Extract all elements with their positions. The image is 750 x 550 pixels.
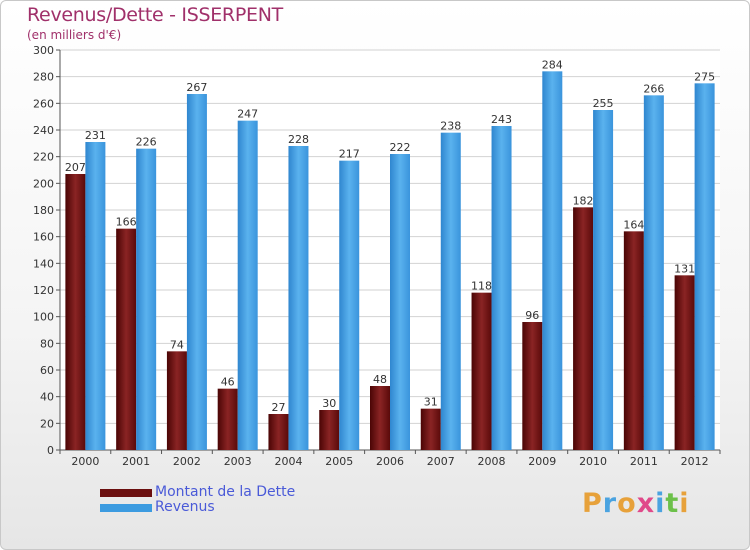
bar-dette [573, 207, 594, 450]
x-tick-label: 2011 [630, 455, 658, 468]
logo-letter: i [679, 488, 690, 519]
bar-revenus [288, 146, 309, 450]
bar-dette [522, 322, 543, 450]
data-label-revenus: 243 [491, 113, 512, 126]
data-label-revenus: 222 [390, 141, 411, 154]
data-label-dette: 74 [170, 338, 184, 351]
data-label-dette: 31 [424, 396, 438, 409]
bar-dette [319, 410, 340, 450]
x-tick-label: 2001 [122, 455, 150, 468]
bar-dette [116, 228, 137, 450]
y-tick-label: 80 [40, 337, 54, 350]
x-tick-label: 2006 [376, 455, 404, 468]
data-label-revenus: 266 [643, 82, 664, 95]
bar-dette [370, 386, 390, 450]
data-label-revenus: 267 [186, 81, 207, 94]
y-tick-label: 280 [33, 71, 54, 84]
logo-letter: P [582, 488, 603, 519]
x-tick-label: 2004 [274, 455, 302, 468]
x-tick-label: 2008 [478, 455, 506, 468]
data-label-revenus: 226 [136, 136, 157, 149]
data-label-revenus: 217 [339, 148, 360, 161]
data-label-dette: 118 [471, 280, 492, 293]
legend-swatch-dette [100, 488, 152, 497]
data-label-dette: 96 [525, 309, 539, 322]
y-tick-label: 20 [40, 417, 54, 430]
legend-item-revenus: Revenus [100, 500, 295, 515]
bar-revenus [237, 120, 258, 451]
logo-letter: t [665, 488, 680, 519]
y-tick-label: 140 [33, 257, 54, 270]
legend-label-revenus: Revenus [155, 499, 215, 515]
bar-dette [268, 414, 289, 450]
data-label-revenus: 238 [440, 120, 461, 133]
data-label-dette: 30 [322, 397, 336, 410]
y-tick-label: 100 [33, 311, 54, 324]
data-label-revenus: 228 [288, 133, 309, 146]
x-tick-label: 2007 [427, 455, 455, 468]
data-label-dette: 27 [271, 401, 285, 414]
y-tick-label: 120 [33, 284, 54, 297]
bar-revenus [339, 160, 360, 450]
y-tick-label: 240 [33, 124, 54, 137]
data-label-revenus: 231 [85, 129, 106, 142]
bar-dette [674, 275, 695, 450]
y-tick-label: 60 [40, 364, 54, 377]
legend-item-dette: Montant de la Dette [100, 485, 295, 500]
x-tick-label: 2005 [325, 455, 353, 468]
data-label-dette: 131 [674, 262, 695, 275]
y-tick-label: 260 [33, 97, 54, 110]
logo-letter: i [655, 488, 666, 519]
y-tick-label: 160 [33, 231, 54, 244]
data-label-dette: 46 [221, 376, 235, 389]
bar-dette [217, 388, 238, 450]
y-tick-label: 40 [40, 391, 54, 404]
bar-revenus [694, 83, 715, 450]
legend: Montant de la Dette Revenus [100, 485, 295, 515]
y-tick-label: 200 [33, 177, 54, 190]
legend-label-dette: Montant de la Dette [155, 484, 296, 500]
legend-swatch-revenus [100, 503, 152, 512]
x-tick-label: 2002 [173, 455, 201, 468]
data-label-revenus: 275 [694, 70, 715, 83]
x-tick-label: 2012 [681, 455, 709, 468]
logo-letter: r [602, 488, 618, 519]
data-label-revenus: 284 [542, 58, 563, 71]
bar-revenus [186, 94, 207, 450]
bar-revenus [136, 148, 157, 450]
bar-revenus [390, 154, 410, 450]
bar-revenus [85, 142, 106, 450]
data-label-revenus: 255 [593, 97, 614, 110]
data-label-dette: 164 [623, 218, 644, 231]
y-tick-label: 220 [33, 151, 54, 164]
data-label-dette: 207 [65, 161, 86, 174]
bar-dette [623, 231, 644, 450]
chart-subtitle: (en milliers d'€) [27, 28, 122, 42]
bar-revenus [440, 132, 461, 450]
chart-title: Revenus/Dette - ISSERPENT [27, 4, 283, 26]
bar-revenus [491, 126, 512, 450]
bar-revenus [593, 110, 614, 450]
x-tick-label: 2010 [579, 455, 607, 468]
x-tick-label: 2000 [71, 455, 99, 468]
logo-letter: o [617, 488, 637, 519]
bar-revenus [542, 71, 563, 450]
bar-dette [420, 408, 441, 450]
x-tick-label: 2003 [224, 455, 252, 468]
bar-dette [65, 174, 86, 450]
proxiti-logo: Proxiti [582, 488, 690, 519]
y-tick-label: 180 [33, 204, 54, 217]
x-tick-label: 2009 [528, 455, 556, 468]
data-label-dette: 166 [116, 216, 137, 229]
data-label-dette: 48 [373, 373, 387, 386]
y-tick-label: 300 [33, 44, 54, 57]
bar-dette [166, 351, 187, 450]
bar-revenus [643, 95, 664, 450]
bar-dette [471, 292, 492, 450]
y-tick-label: 0 [47, 444, 54, 457]
logo-letter: x [636, 488, 656, 519]
data-label-dette: 182 [573, 194, 594, 207]
data-label-revenus: 247 [237, 108, 258, 121]
